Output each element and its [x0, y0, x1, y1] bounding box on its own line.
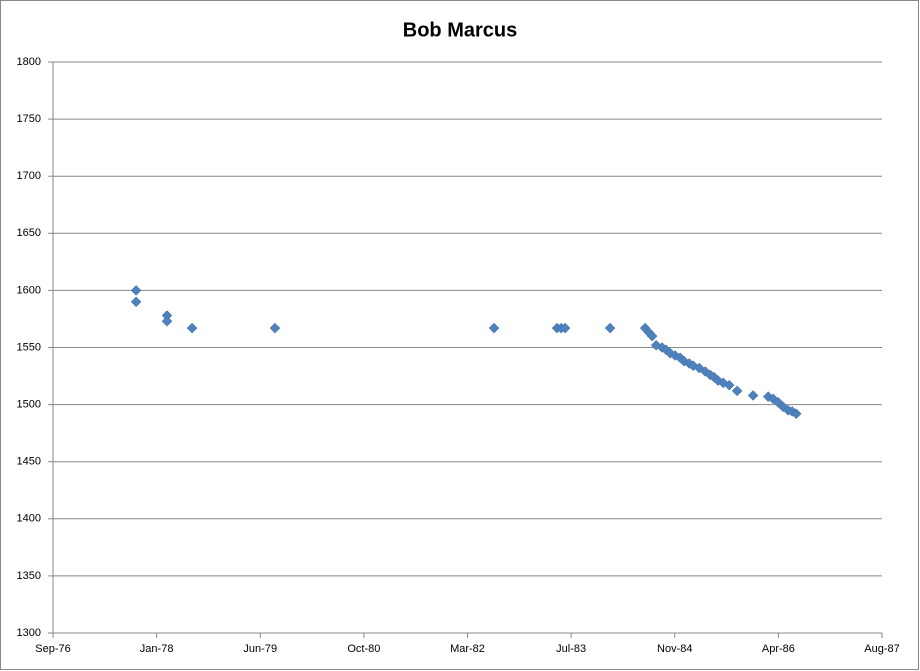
data-point	[130, 296, 142, 308]
y-tick-label: 1600	[17, 284, 41, 296]
chart-title: Bob Marcus	[403, 19, 517, 41]
data-point	[559, 322, 571, 334]
data-point	[790, 408, 802, 420]
x-tick-label: Jun-79	[243, 643, 277, 655]
data-point	[269, 322, 281, 334]
x-tick-label: Mar-82	[450, 643, 485, 655]
x-tick-label: Nov-84	[657, 643, 692, 655]
data-point	[747, 390, 759, 401]
x-tick-label: Apr-86	[762, 643, 795, 655]
y-tick-label: 1300	[17, 627, 41, 639]
y-tick-label: 1800	[17, 56, 41, 68]
x-tick-label: Aug-87	[864, 643, 899, 655]
y-tick-label: 1550	[17, 341, 41, 353]
data-point	[186, 322, 198, 334]
x-tick-label: Oct-80	[347, 643, 380, 655]
data-point	[731, 385, 743, 397]
y-tick-label: 1350	[17, 570, 41, 582]
y-tick-label: 1450	[17, 456, 41, 468]
data-point	[161, 315, 173, 327]
x-tick-label: Sep-76	[35, 643, 70, 655]
y-tick-label: 1700	[17, 170, 41, 182]
data-point	[646, 330, 658, 342]
data-point	[604, 322, 616, 334]
data-point	[130, 285, 142, 296]
y-tick-label: 1750	[17, 113, 41, 125]
data-point	[723, 379, 735, 391]
y-tick-label: 1650	[17, 227, 41, 239]
x-tick-label: Jan-78	[140, 643, 174, 655]
x-tick-label: Jul-83	[556, 643, 586, 655]
data-point	[488, 322, 500, 334]
y-tick-label: 1500	[17, 399, 41, 411]
y-tick-label: 1400	[17, 513, 41, 525]
